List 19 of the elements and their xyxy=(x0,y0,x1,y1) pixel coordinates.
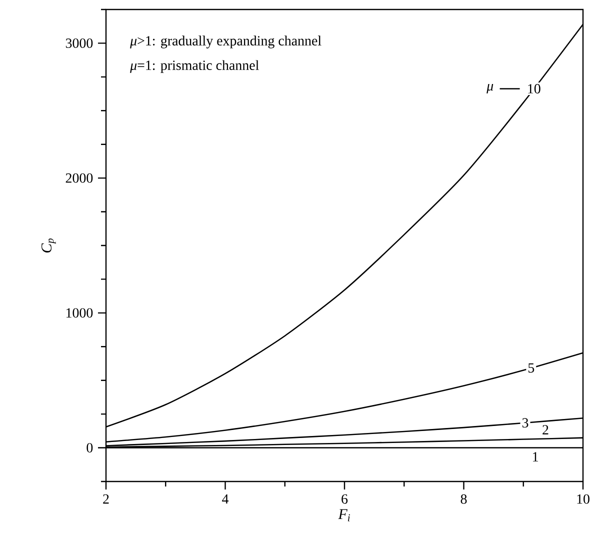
x-tick-label: 6 xyxy=(342,494,348,504)
y-tick-label: 1000 xyxy=(66,308,93,318)
x-tick-label: 10 xyxy=(577,494,590,504)
x-axis-title: F$_{i}$ xyxy=(338,509,350,522)
x-tick-label: 2 xyxy=(103,494,109,504)
y-tick-label: 2000 xyxy=(66,173,93,183)
x-tick-label: 8 xyxy=(460,494,467,504)
legend-label: 10 xyxy=(528,84,540,94)
annotation: μ>1: gradually expanding channel xyxy=(130,36,322,48)
y-axis-title: C$_{p}$ xyxy=(41,238,56,253)
series-label: 2 xyxy=(542,425,548,434)
series-label: 5 xyxy=(528,363,534,373)
annotation: μ=1: prismatic channel xyxy=(130,60,259,73)
series-label: 3 xyxy=(522,418,528,428)
annotation: μ xyxy=(486,84,494,94)
y-tick-label: 0 xyxy=(86,443,93,452)
y-tick-label: 3000 xyxy=(66,38,93,48)
x-tick-label: 4 xyxy=(222,494,229,504)
series-label: 1 xyxy=(533,452,538,462)
